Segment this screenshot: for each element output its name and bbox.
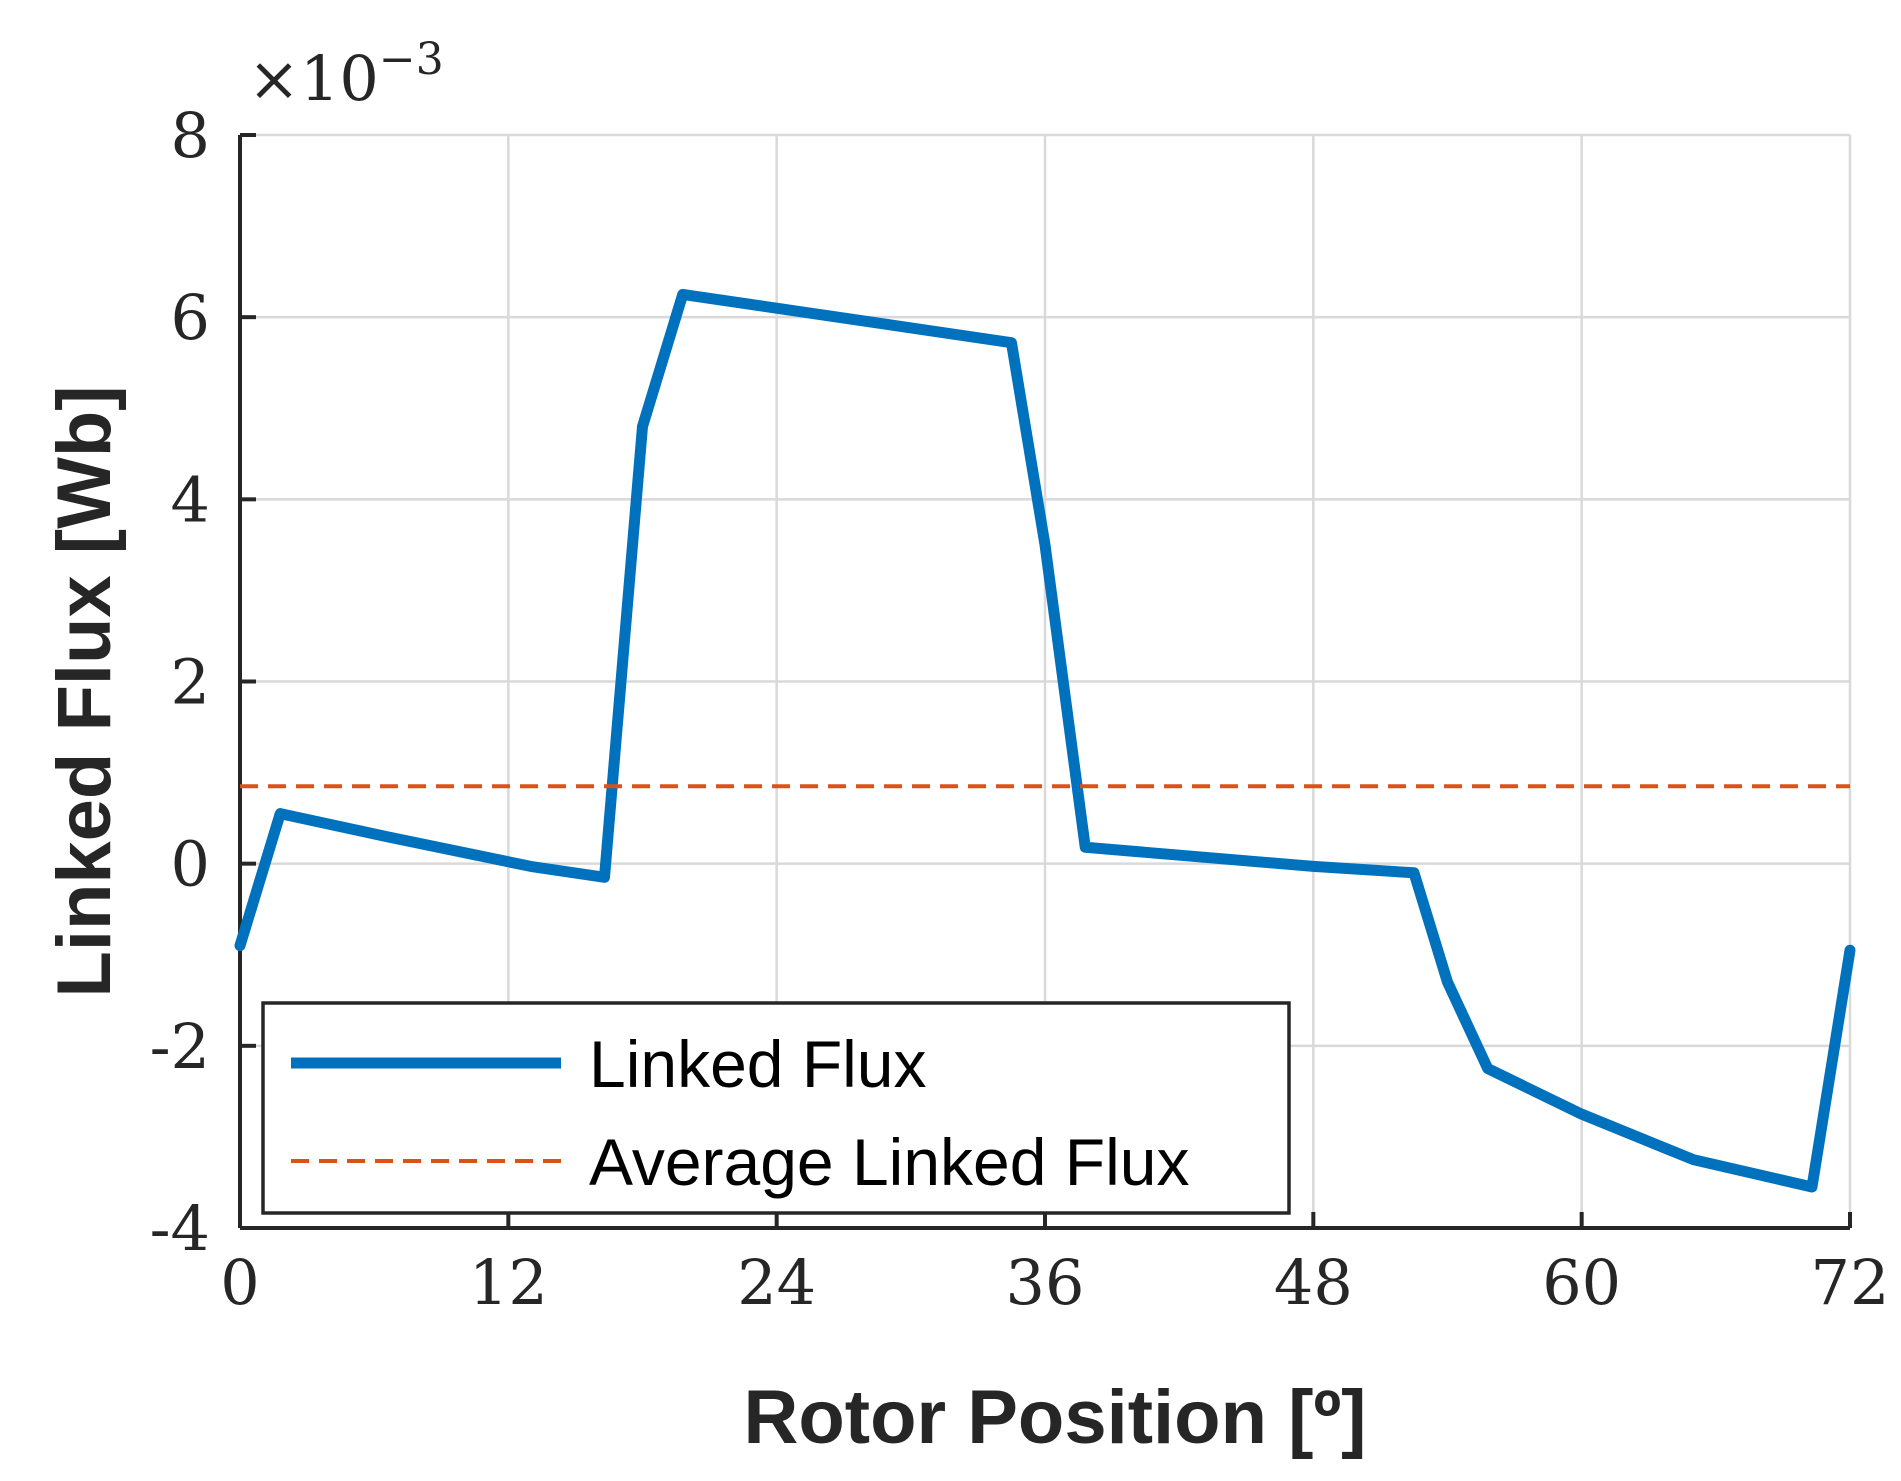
series-line-linked-flux xyxy=(234,288,1856,1193)
y-tick-label: 2 xyxy=(171,646,210,719)
legend-box xyxy=(261,1001,1291,1215)
x-tick-label: 0 xyxy=(220,1246,259,1319)
y-tick-label: -2 xyxy=(150,1010,210,1083)
y-axis-label: Linked Flux [Wb] xyxy=(42,385,127,997)
axes xyxy=(238,133,1852,1230)
y-tick-label: -4 xyxy=(150,1192,210,1265)
legend: Linked Flux Average Linked Flux xyxy=(261,1001,1291,1215)
x-axis-label: Rotor Position [º] xyxy=(744,1375,1367,1460)
x-tick-label: 60 xyxy=(1542,1246,1621,1319)
x-tick-label: 36 xyxy=(1006,1246,1085,1319)
x-tick-label: 72 xyxy=(1811,1246,1890,1319)
x-tick-label: 12 xyxy=(469,1246,548,1319)
y-scale-multiplier: ×10−3 xyxy=(248,34,444,115)
x-tick-label: 48 xyxy=(1274,1246,1353,1319)
y-tick-label: 6 xyxy=(171,281,210,354)
y-tick-label: 8 xyxy=(171,99,210,172)
y-tick-label: 4 xyxy=(171,463,210,536)
legend-label: Average Linked Flux xyxy=(589,1125,1189,1199)
series-layer xyxy=(234,288,1856,1193)
legend-label: Linked Flux xyxy=(589,1027,927,1101)
axis-labels: Rotor Position [º] Linked Flux [Wb] xyxy=(42,385,1367,1460)
y-tick-label: 0 xyxy=(171,828,210,901)
x-tick-label: 24 xyxy=(737,1246,816,1319)
